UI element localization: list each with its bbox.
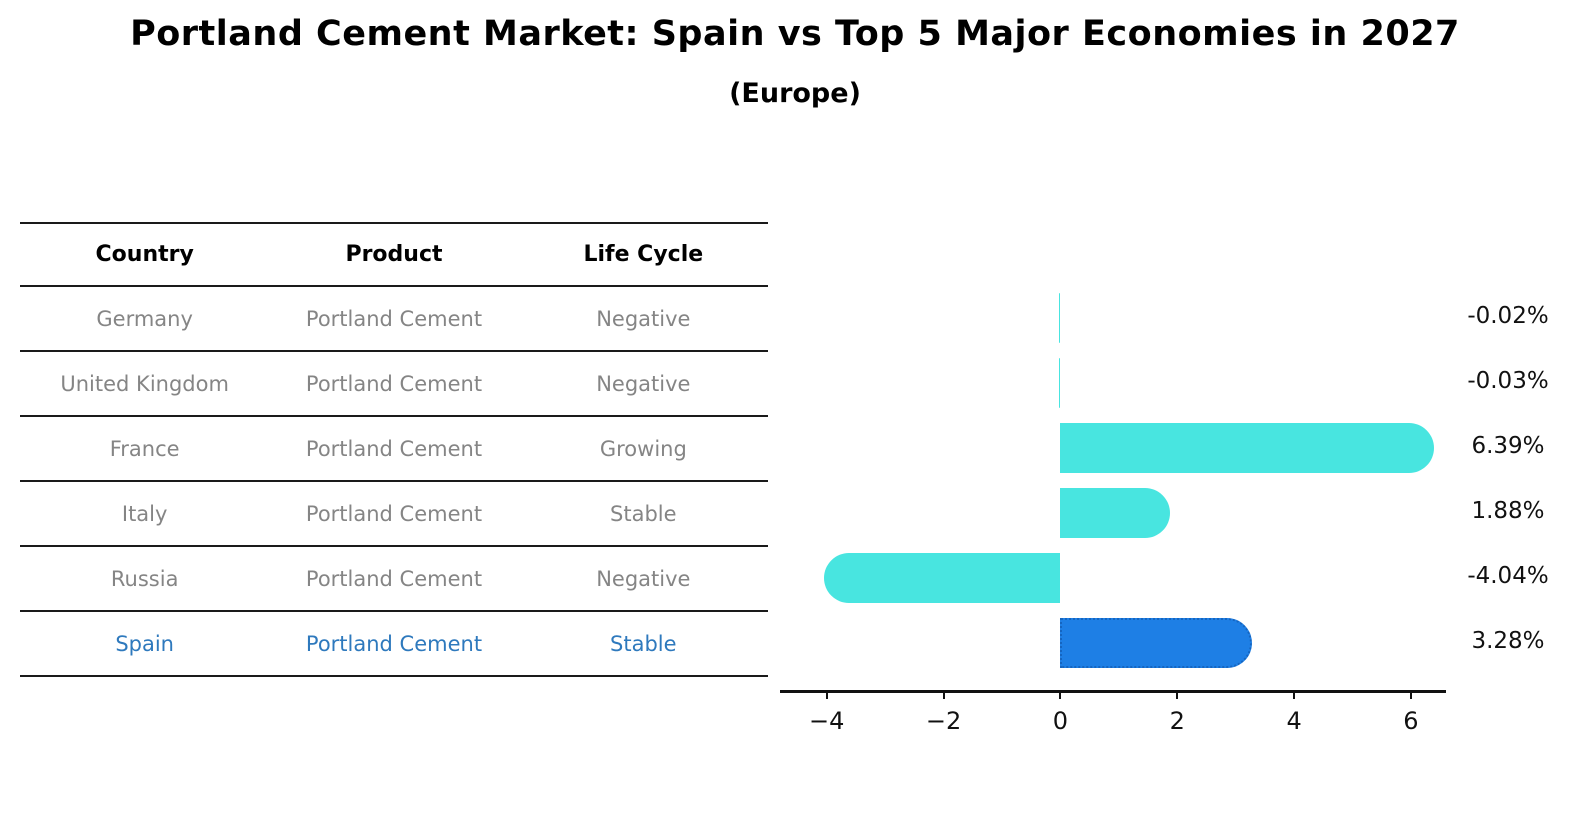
x-axis-tick (1293, 690, 1296, 699)
x-axis-tick (942, 690, 945, 699)
value-label-russia: -4.04% (1467, 562, 1549, 589)
cell-country: Italy (121, 501, 168, 526)
bar-united-kingdom (1058, 357, 1061, 408)
x-axis-tick (1176, 690, 1179, 699)
x-axis-tick-label: −2 (925, 707, 962, 735)
table-row-russia: Russia Portland Cement Negative (20, 547, 768, 612)
cell-product: Portland Cement (305, 631, 483, 656)
table-row-united-kingdom: United Kingdom Portland Cement Negative (20, 352, 768, 417)
cell-country: France (109, 436, 180, 461)
bar-france (1060, 422, 1434, 473)
cell-product: Portland Cement (305, 501, 483, 526)
cell-lifecycle: Negative (596, 371, 691, 396)
bar-italy (1060, 487, 1171, 538)
column-header-product: Product (345, 242, 443, 267)
cell-product: Portland Cement (305, 371, 483, 396)
bar-germany (1058, 292, 1061, 343)
x-axis-line (780, 690, 1446, 693)
cell-country: United Kingdom (60, 371, 229, 396)
table-row-spain: Spain Portland Cement Stable (20, 612, 768, 677)
cell-lifecycle: Stable (610, 501, 677, 526)
cell-product: Portland Cement (305, 306, 483, 331)
table-row-france: France Portland Cement Growing (20, 417, 768, 482)
x-axis-tick-label: 4 (1286, 707, 1302, 735)
column-header-country: Country (95, 242, 194, 267)
value-label-france: 6.39% (1471, 432, 1545, 459)
cell-product: Portland Cement (305, 436, 483, 461)
table-row-italy: Italy Portland Cement Stable (20, 482, 768, 547)
value-label-italy: 1.88% (1471, 497, 1545, 524)
cell-lifecycle: Stable (610, 631, 677, 656)
bar-spain (1060, 617, 1253, 668)
value-label-column: -0.02% -0.03% 6.39% 1.88% -4.04% 3.28% (1452, 225, 1564, 690)
country-table: Country Product Life Cycle Germany Portl… (20, 222, 768, 677)
value-label-spain: 3.28% (1471, 627, 1545, 654)
x-axis-tick-label: 6 (1403, 707, 1419, 735)
column-header-lifecycle: Life Cycle (583, 242, 704, 267)
table-header-row: Country Product Life Cycle (20, 224, 768, 287)
cell-lifecycle: Growing (599, 436, 687, 461)
chart-title: Portland Cement Market: Spain vs Top 5 M… (130, 14, 1460, 54)
cell-country: Germany (96, 306, 193, 331)
value-label-germany: -0.02% (1467, 302, 1549, 329)
x-axis-tick-label: −4 (809, 707, 845, 735)
cell-country: Russia (110, 566, 179, 591)
cell-lifecycle: Negative (596, 566, 691, 591)
bar-chart: −4 −2 0 2 4 6 (780, 225, 1446, 735)
x-axis-tick (825, 690, 828, 699)
x-axis-tick-label: 0 (1052, 707, 1069, 735)
x-axis-tick-label: 2 (1169, 707, 1185, 735)
cell-lifecycle: Negative (596, 306, 691, 331)
cell-country: Spain (115, 631, 174, 656)
bar-russia (824, 552, 1061, 603)
table-row-germany: Germany Portland Cement Negative (20, 287, 768, 352)
chart-subtitle: (Europe) (729, 78, 861, 109)
x-axis-tick (1409, 690, 1412, 699)
cell-product: Portland Cement (305, 566, 483, 591)
x-axis-tick (1059, 690, 1062, 699)
value-label-united-kingdom: -0.03% (1467, 367, 1549, 394)
